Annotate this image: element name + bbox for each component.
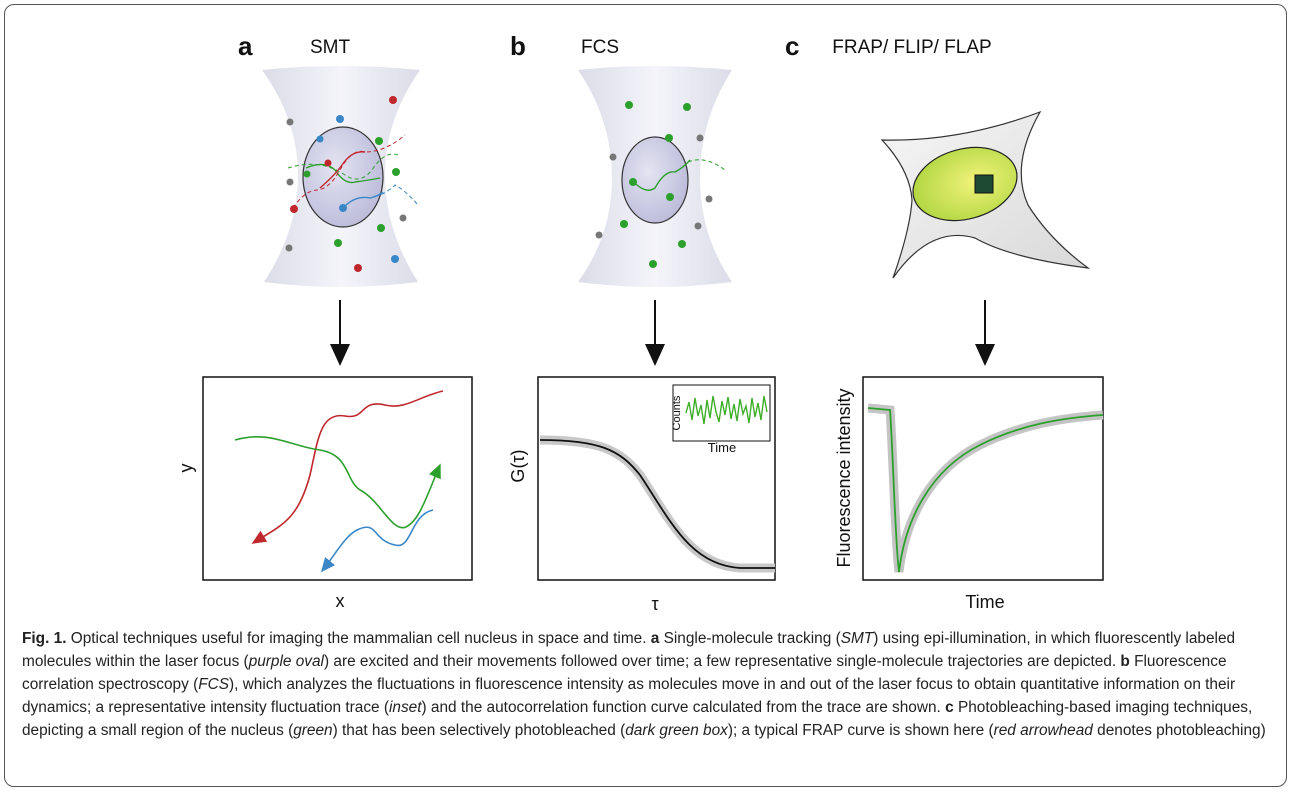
x-axis-label: τ: [651, 594, 658, 614]
x-axis-label: x: [336, 591, 345, 611]
figure: a SMT b FCS c FRAP/ FLIP/ FLAP: [176, 31, 1104, 614]
caption-text: Photobleaching-based imaging techniques,…: [22, 699, 1253, 739]
panel-label: c: [785, 31, 799, 61]
caption-text: Fig. 1.: [22, 630, 67, 647]
panel-title: FCS: [581, 37, 619, 58]
caption-text: Single-molecule tracking (: [663, 630, 841, 647]
autocorrelation-plot: Counts Time G(τ) τ: [508, 376, 776, 614]
caption-text: SMT: [840, 630, 874, 647]
caption-text: ) using epi-illumination, in which fluor…: [22, 630, 1236, 670]
inset-y-label: Counts: [671, 395, 683, 430]
caption-text: ), which analyzes the fluctuations in fl…: [22, 676, 1236, 716]
frap-plot: Fluorescence intensity Time: [834, 376, 1104, 612]
caption-text: Optical techniques useful for imaging th…: [70, 630, 647, 647]
panel-label: a: [238, 31, 253, 61]
x-axis-label: Time: [965, 592, 1004, 612]
figure-frame: [4, 4, 1287, 787]
caption-text: FCS: [198, 676, 230, 693]
trajectory-plot: y x: [176, 376, 473, 611]
frap-illustration: [880, 110, 1091, 279]
y-axis-label: Fluorescence intensity: [834, 388, 854, 567]
caption-text: b: [1120, 653, 1130, 670]
caption-text: red arrowhead: [993, 722, 1093, 739]
y-axis-label: G(τ): [508, 449, 528, 482]
smt-illustration: [262, 66, 420, 287]
caption-text: ) that has been selectively photobleache…: [332, 722, 626, 739]
caption-text: a: [650, 630, 660, 647]
caption-text: inset: [389, 699, 422, 716]
caption-text: ) are excited and their movements follow…: [323, 653, 1117, 670]
caption-text: dark green box: [625, 722, 728, 739]
caption-text: ); a typical FRAP curve is shown here (: [727, 722, 994, 739]
y-axis-label: y: [176, 464, 196, 473]
caption-text: c: [945, 699, 954, 716]
panel-label: b: [510, 31, 526, 61]
panel-title: SMT: [310, 37, 351, 58]
fcs-illustration: [578, 66, 732, 287]
caption-text: green: [293, 722, 333, 739]
inset-x-label: Time: [708, 440, 736, 455]
caption-text: Fluorescence correlation spectroscopy (: [22, 653, 1227, 693]
figure-caption: Fig. 1. Optical techniques useful for im…: [22, 627, 1274, 742]
caption-text: purple oval: [248, 653, 324, 670]
caption-text: ) and the autocorrelation function curve…: [421, 699, 941, 716]
caption-text: denotes photobleaching): [1097, 722, 1266, 739]
panel-title: FRAP/ FLIP/ FLAP: [832, 37, 991, 58]
